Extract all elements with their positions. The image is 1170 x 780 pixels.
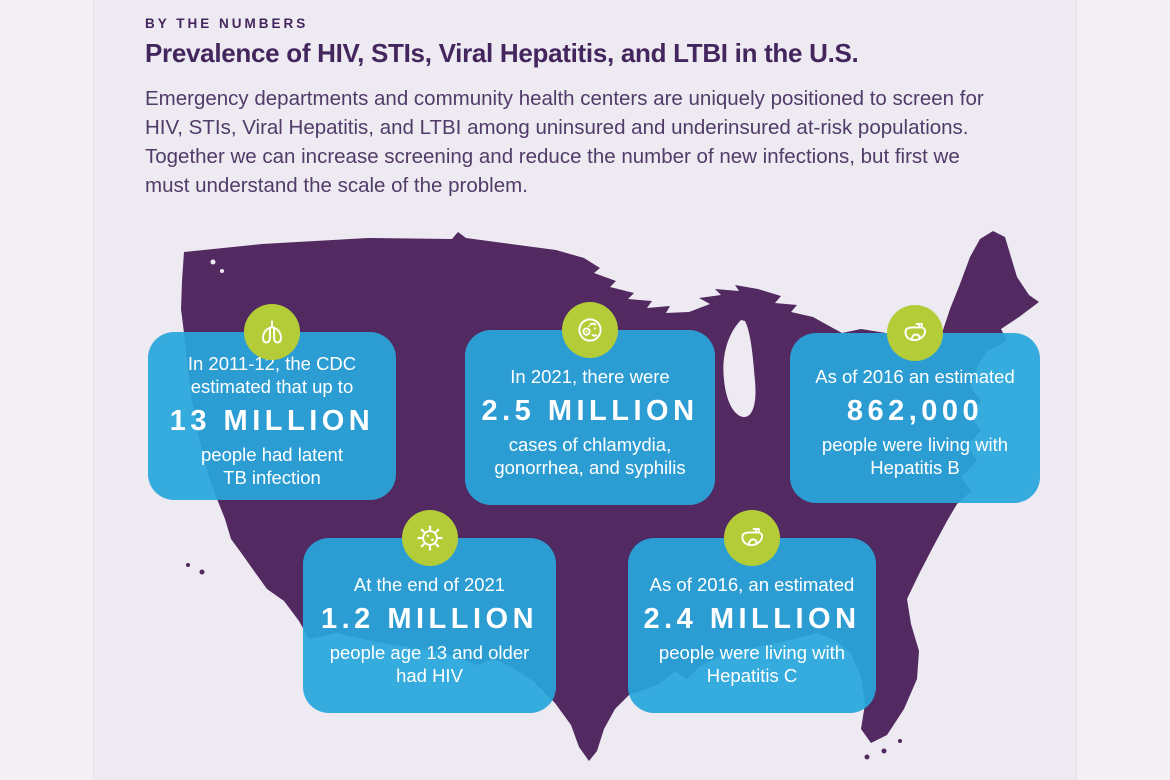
stat-context-top: As of 2016, an estimated	[649, 573, 855, 595]
card-icon-badge	[724, 510, 780, 566]
virus-icon	[416, 525, 443, 551]
channel-island-dot	[199, 569, 205, 575]
stat-card-ltbi: In 2011-12, the CDC estimated that up to…	[148, 304, 396, 500]
stat-context-bottom: people were living with Hepatitis C	[658, 641, 846, 686]
stat-context-top: As of 2016 an estimated	[815, 366, 1015, 387]
florida-keys	[864, 739, 902, 760]
stat-context-bottom: cases of chlamydia, gonorrhea, and syphi…	[494, 433, 686, 478]
liver-icon	[741, 528, 764, 547]
puget-island-dot	[220, 269, 224, 273]
stat-card-hep-c: As of 2016, an estimated 2.4 MILLION peo…	[628, 510, 876, 713]
lake-michigan	[723, 320, 756, 418]
stat-value: 13 MILLION	[169, 404, 375, 437]
bacteria-icon	[578, 318, 602, 342]
stat-context-bottom: people had latent TB infection	[201, 443, 343, 488]
eyebrow-label: BY THE NUMBERS	[145, 16, 309, 31]
stat-value: 862,000	[846, 395, 984, 427]
stat-context-bottom: people age 13 and older had HIV	[329, 641, 530, 686]
intro-paragraph: Emergency departments and community heal…	[145, 87, 984, 197]
card-icon-badge	[887, 305, 943, 361]
card-icon-badge	[244, 304, 300, 360]
stat-card-sti: In 2021, there were 2.5 MILLION cases of…	[465, 302, 715, 505]
stat-value: 2.4 MILLION	[643, 602, 861, 635]
stat-value: 1.2 MILLION	[320, 602, 539, 635]
card-icon-badge	[401, 510, 458, 566]
header: BY THE NUMBERS Prevalence of HIV, STIs, …	[145, 16, 859, 69]
stat-context-top: At the end of 2021	[353, 573, 506, 595]
stat-card-hiv: At the end of 2021 1.2 MILLION people ag…	[303, 510, 556, 713]
stat-context-bottom: people were living with Hepatitis B	[821, 434, 1009, 478]
channel-island-dot	[186, 563, 190, 567]
stat-context-top: In 2021, there were	[510, 365, 670, 387]
florida-keys-dot	[898, 739, 902, 743]
stat-card-hep-b: As of 2016 an estimated 862,000 people w…	[790, 305, 1040, 503]
stat-value: 2.5 MILLION	[481, 394, 699, 427]
stat-context-top: In 2011-12, the CDC estimated that up to	[187, 352, 357, 397]
page-title: Prevalence of HIV, STIs, Viral Hepatitis…	[145, 38, 859, 68]
florida-keys-dot	[881, 748, 887, 754]
channel-islands	[186, 563, 205, 575]
puget-islands	[210, 259, 224, 273]
card-icon-badge	[562, 302, 618, 358]
florida-keys-dot	[864, 754, 870, 760]
puget-island-dot	[210, 259, 216, 265]
lungs-icon	[262, 320, 282, 344]
liver-icon	[904, 323, 927, 342]
